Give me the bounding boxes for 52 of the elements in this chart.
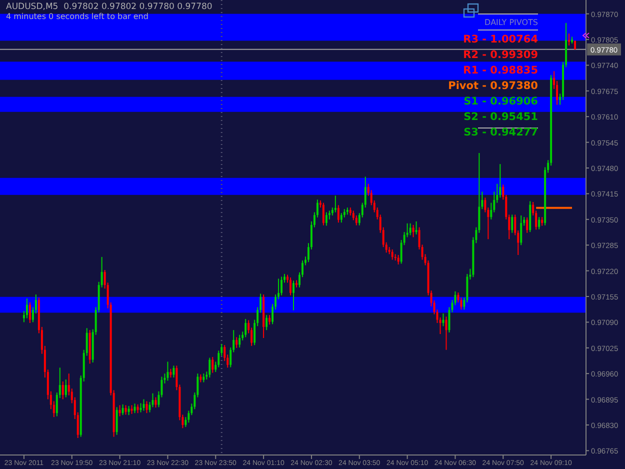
candlestick: [212, 356, 214, 374]
annotation: S2 - 0.95451: [464, 111, 538, 123]
candlestick: [122, 404, 124, 416]
candlestick: [355, 214, 358, 226]
text: 4 minutes 0 seconds left to bar end: [6, 12, 148, 21]
candlestick: [511, 214, 514, 234]
chart-title: AUDUSD,M5 0.97802 0.97802 0.97780 0.97780: [6, 2, 212, 12]
candlestick: [146, 400, 148, 414]
candlestick: [322, 202, 324, 226]
candlestick: [526, 216, 528, 234]
candlestick: [140, 402, 142, 413]
candlestick: [244, 318, 247, 338]
candlestick: [116, 406, 118, 436]
candlestick: [292, 280, 294, 311]
candlestick: [290, 277, 292, 296]
candlestick: [26, 298, 28, 319]
candlestick: [409, 222, 412, 236]
candlestick: [538, 216, 540, 230]
candlestick: [442, 312, 444, 327]
candlestick: [391, 248, 394, 260]
candlestick: [268, 314, 271, 326]
candlestick: [62, 380, 64, 400]
candlestick: [238, 334, 241, 348]
candlestick: [340, 212, 342, 224]
candlestick: [415, 220, 418, 235]
candlestick: [334, 195, 336, 213]
candlestick: [325, 212, 328, 226]
candlestick: [412, 224, 414, 238]
candlestick: [445, 316, 448, 350]
candlestick: [28, 302, 31, 324]
candlestick: [118, 404, 121, 417]
annotation: R1 - 0.98835: [463, 64, 538, 76]
candlestick: [124, 404, 127, 416]
candlestick: [520, 214, 522, 246]
candlestick: [266, 314, 268, 331]
annotation: DAILY PIVOTS: [484, 18, 538, 27]
candlestick: [154, 396, 157, 408]
annotation: R2 - 0.99309: [463, 49, 538, 61]
annotation: S1 - 0.96906: [464, 96, 538, 108]
annotation: S3 - 0.94277: [464, 126, 538, 138]
candlestick: [568, 33, 570, 46]
candlestick: [208, 357, 211, 378]
candlestick: [280, 276, 283, 296]
candlestick: [172, 365, 175, 378]
candlestick: [166, 361, 169, 382]
candlestick: [128, 405, 130, 416]
annotation: Pivot - 0.97380: [448, 80, 538, 92]
candlestick: [236, 336, 238, 348]
candlestick: [397, 254, 400, 265]
candlestick: [142, 398, 145, 412]
candlestick: [64, 378, 67, 398]
candlestick: [337, 204, 340, 224]
